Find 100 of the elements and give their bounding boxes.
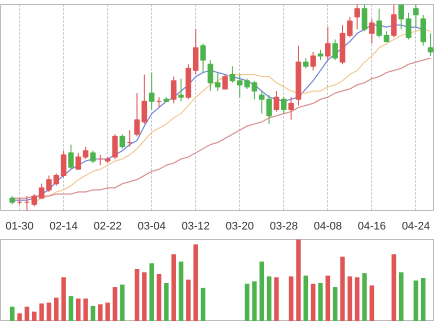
candlestick bbox=[310, 51, 316, 71]
candlestick bbox=[420, 14, 426, 46]
bar bbox=[266, 276, 272, 321]
candlestick bbox=[82, 146, 88, 160]
bar bbox=[76, 298, 81, 321]
candlestick bbox=[398, 4, 404, 30]
candlestick bbox=[288, 96, 294, 120]
bar bbox=[274, 277, 279, 321]
candlestick bbox=[170, 76, 176, 104]
x-tick-label: 03-04 bbox=[138, 220, 166, 232]
bar bbox=[46, 302, 52, 321]
bar bbox=[200, 288, 206, 321]
bar bbox=[326, 276, 330, 321]
bar bbox=[61, 277, 66, 321]
candlestick bbox=[332, 39, 338, 61]
x-tick-label: 03-28 bbox=[270, 220, 298, 232]
candlestick bbox=[76, 152, 82, 170]
bar bbox=[149, 263, 154, 321]
bar bbox=[90, 306, 96, 321]
candlestick bbox=[230, 66, 236, 84]
candlestick bbox=[192, 28, 198, 76]
candlestick bbox=[90, 150, 96, 164]
x-tick-label: 04-24 bbox=[402, 220, 430, 232]
candlestick bbox=[281, 96, 287, 114]
x-tick-label: 03-20 bbox=[226, 220, 254, 232]
bar bbox=[178, 262, 184, 321]
bar bbox=[83, 298, 88, 321]
bar bbox=[420, 278, 426, 321]
bar bbox=[259, 262, 264, 321]
candlestick bbox=[24, 196, 30, 210]
candlestick bbox=[413, 4, 419, 28]
bar bbox=[252, 281, 257, 321]
bar bbox=[98, 304, 103, 321]
candlestick bbox=[148, 72, 154, 110]
bar bbox=[120, 284, 125, 321]
candlestick bbox=[384, 30, 390, 42]
bar bbox=[398, 272, 404, 321]
bar bbox=[68, 296, 74, 321]
bar bbox=[24, 306, 30, 321]
bar bbox=[244, 284, 250, 321]
bar bbox=[193, 244, 198, 321]
candlestick bbox=[274, 90, 280, 112]
bar bbox=[296, 240, 301, 321]
candlestick bbox=[156, 96, 162, 108]
candlestick bbox=[325, 26, 331, 61]
candlestick bbox=[303, 58, 309, 69]
candlestick bbox=[428, 32, 434, 56]
bar bbox=[164, 282, 169, 321]
candlestick bbox=[60, 150, 66, 178]
bar bbox=[310, 284, 316, 321]
candlestick bbox=[266, 94, 272, 124]
candlestick bbox=[362, 4, 368, 32]
bar bbox=[32, 312, 37, 321]
x-tick-label: 03-12 bbox=[182, 220, 210, 232]
bar bbox=[340, 256, 345, 321]
bar bbox=[10, 306, 15, 321]
candlestick bbox=[236, 74, 243, 98]
candlestick bbox=[376, 8, 382, 38]
bar bbox=[39, 303, 44, 321]
x-tick-label: 02-22 bbox=[94, 220, 122, 232]
candlestick bbox=[120, 134, 126, 150]
bar bbox=[362, 273, 367, 321]
bar bbox=[304, 276, 308, 321]
candlestick bbox=[406, 12, 412, 40]
bar bbox=[348, 276, 352, 321]
x-tick-label: 04-16 bbox=[358, 220, 386, 232]
candlestick bbox=[214, 72, 221, 92]
candlestick bbox=[208, 60, 214, 92]
candlestick bbox=[222, 74, 228, 90]
bar bbox=[17, 313, 22, 321]
bar bbox=[392, 254, 396, 321]
bar bbox=[288, 276, 294, 321]
bar bbox=[332, 287, 338, 321]
x-tick-label: 02-14 bbox=[50, 220, 78, 232]
candlestick bbox=[126, 130, 132, 148]
candlestick bbox=[258, 90, 265, 114]
candlestick bbox=[54, 172, 60, 186]
bar bbox=[54, 298, 59, 321]
bar bbox=[414, 280, 418, 321]
bar bbox=[354, 277, 360, 321]
candlestick bbox=[354, 4, 360, 30]
candlestick bbox=[200, 43, 206, 73]
candlestick bbox=[178, 78, 184, 102]
candlestick bbox=[369, 18, 375, 44]
bar bbox=[112, 287, 118, 321]
candlestick bbox=[98, 154, 104, 166]
bar bbox=[370, 285, 374, 321]
bar bbox=[134, 269, 140, 321]
bar bbox=[156, 274, 162, 321]
x-tick-label: 04-08 bbox=[314, 220, 342, 232]
bar bbox=[318, 282, 323, 321]
bar bbox=[105, 302, 110, 321]
bar bbox=[142, 272, 147, 321]
bar bbox=[186, 280, 191, 321]
candlestick bbox=[31, 194, 38, 207]
candlestick bbox=[68, 144, 74, 170]
x-tick-label: 01-30 bbox=[6, 220, 34, 232]
candlestick bbox=[318, 49, 324, 61]
bar bbox=[171, 254, 176, 321]
candlestick bbox=[112, 134, 118, 160]
